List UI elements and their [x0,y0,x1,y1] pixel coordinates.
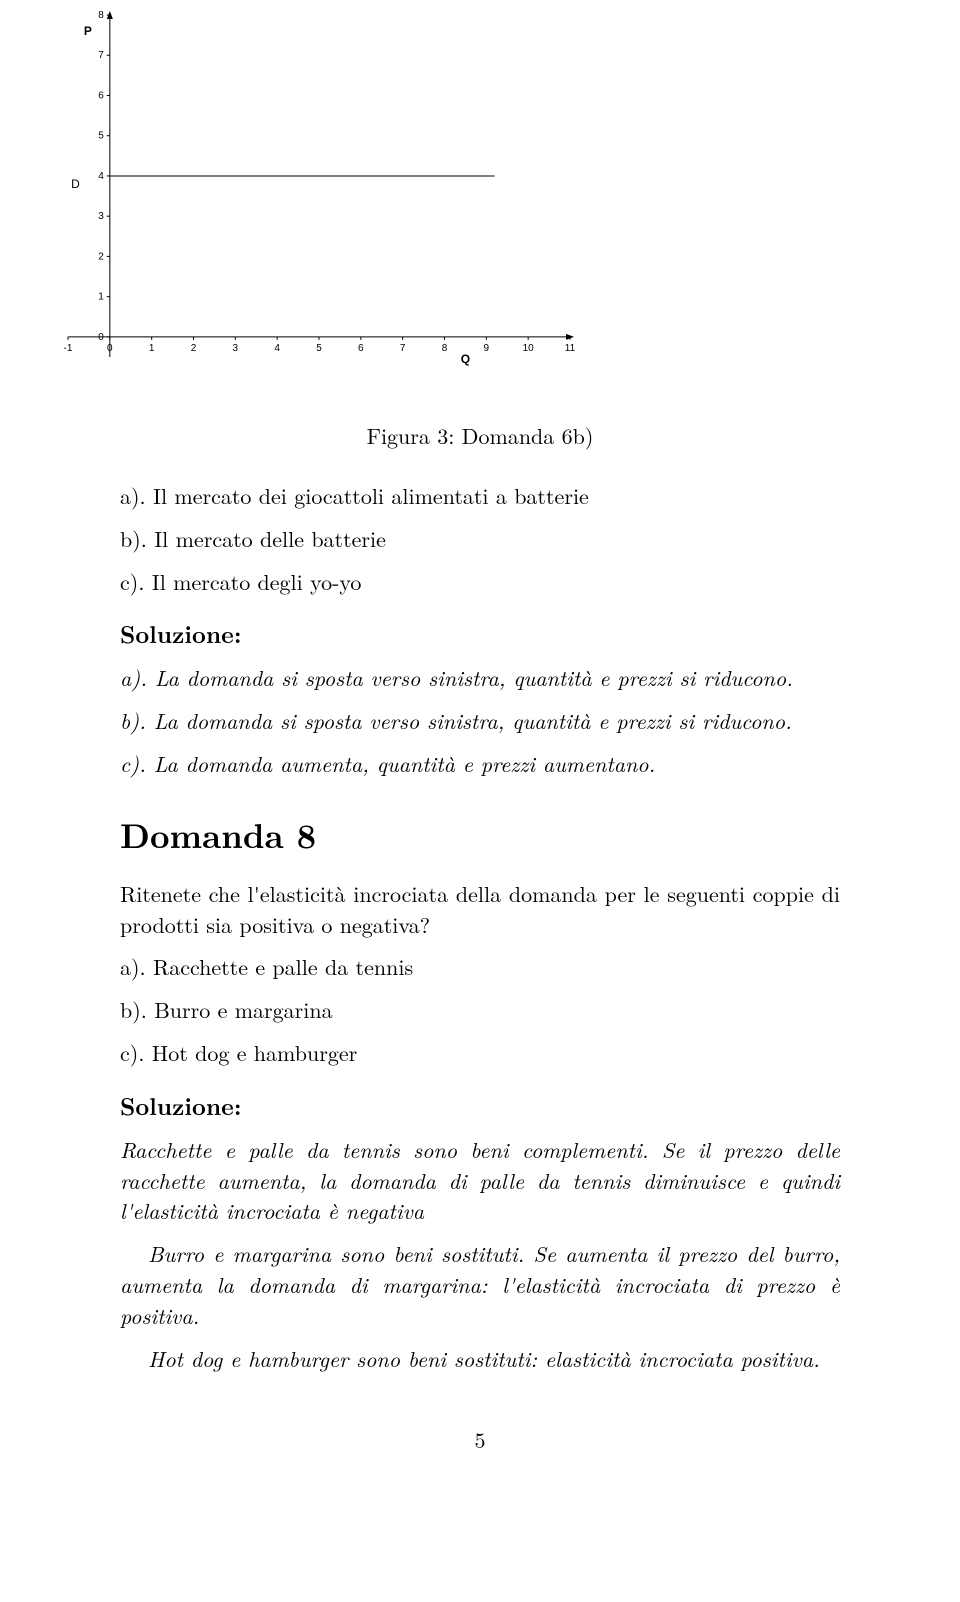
q8-item-b: b). Burro e margarina [120,995,840,1026]
q8-item-a: a). Racchette e palle da tennis [120,952,840,983]
soluzione-heading-2: Soluzione: [120,1089,840,1123]
q7-item-b: b). Il mercato delle batterie [120,524,840,555]
sol8-p3: Hot dog e hamburger sono beni sostituti:… [120,1344,840,1375]
svg-text:3: 3 [233,343,239,354]
svg-text:3: 3 [98,211,104,222]
sol7-b: b). La domanda si sposta verso sinistra,… [120,706,840,737]
svg-text:4: 4 [98,171,104,182]
domanda8-title: Domanda 8 [120,810,840,859]
svg-text:8: 8 [98,10,104,21]
q7-item-c: c). Il mercato degli yo-yo [120,567,840,598]
q7-item-a: a). Il mercato dei giocattoli alimentati… [120,481,840,512]
svg-text:0: 0 [107,343,113,354]
soluzione-heading-1: Soluzione: [120,617,840,651]
svg-text:7: 7 [98,50,104,61]
svg-text:0: 0 [98,332,104,343]
page-number: 5 [120,1424,840,1455]
svg-text:6: 6 [98,90,104,101]
svg-text:7: 7 [400,343,406,354]
svg-text:8: 8 [442,343,448,354]
svg-text:D: D [71,177,80,191]
svg-text:4: 4 [274,343,280,354]
svg-text:5: 5 [98,131,104,142]
svg-text:-1: -1 [64,343,73,354]
svg-text:2: 2 [191,343,197,354]
svg-text:5: 5 [316,343,322,354]
svg-text:2: 2 [98,251,104,262]
svg-text:11: 11 [565,343,576,354]
demand-chart: -101234567891011Q012345678PD [20,5,840,390]
svg-text:1: 1 [98,292,104,303]
svg-text:P: P [84,24,92,38]
svg-text:6: 6 [358,343,364,354]
svg-text:Q: Q [461,352,470,366]
sol8-p2: Burro e margarina sono beni sostituti. S… [120,1239,840,1331]
svg-text:1: 1 [149,343,155,354]
svg-text:10: 10 [523,343,535,354]
sol7-a: a). La domanda si sposta verso sinistra,… [120,663,840,694]
sol7-c: c). La domanda aumenta, quantità e prezz… [120,749,840,780]
sol8-p1: Racchette e palle da tennis sono beni co… [120,1135,840,1227]
q8-item-c: c). Hot dog e hamburger [120,1038,840,1069]
figure-caption: Figura 3: Domanda 6b) [120,420,840,451]
svg-text:9: 9 [484,343,490,354]
domanda8-intro: Ritenete che l'elasticità incrociata del… [120,879,840,941]
